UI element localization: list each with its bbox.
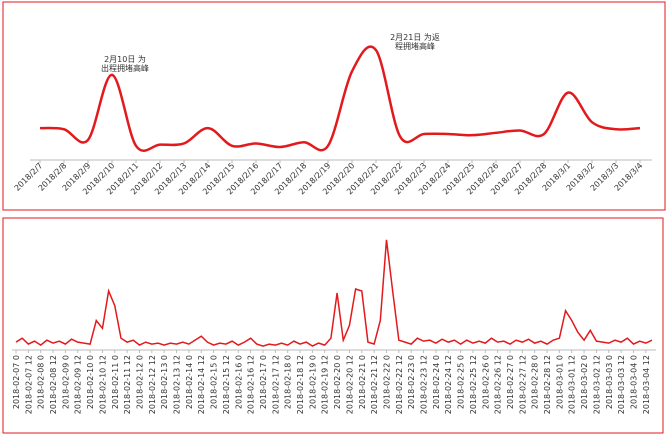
x-tick-label: 2018-02-13 0 [160,355,169,409]
x-tick-label: 2018-02-14 0 [185,355,194,409]
x-tick-label: 2018-02-23 0 [407,355,416,409]
x-tick-label: 2018-02-17 0 [259,355,268,409]
x-tick-label: 2018-02-14 12 [197,355,206,414]
x-tick-label: 2018-02-10 12 [98,355,107,414]
x-tick-label: 2018-02-26 0 [481,355,490,409]
x-tick-label: 2018-02-13 12 [173,355,182,414]
x-tick-label: 2018-02-07 12 [24,355,33,414]
x-tick-label: 2018-02-12 0 [135,355,144,409]
x-tick-label: 2018-03-01 12 [568,355,577,414]
x-tick-label: 2018-02-21 12 [370,355,379,414]
x-tick-label: 2018-02-18 0 [284,355,293,409]
x-tick-label: 2018-03-03 0 [605,355,614,409]
x-tick-label: 2018-02-25 0 [457,355,466,409]
frame-bottom [2,217,664,434]
x-tick-label: 2018-02-21 0 [358,355,367,409]
annotation: 2月21日 为返 [390,32,440,42]
x-tick-label: 2018-02-27 0 [506,355,515,409]
x-tick-label: 2018-02-22 0 [382,355,391,409]
x-tick-label: 2018-02-10 0 [86,355,95,409]
x-tick-label: 2018-02-16 12 [247,355,256,414]
x-tick-label: 2018-02-27 12 [518,355,527,414]
series-line [39,45,641,152]
x-tick-label: 2018-02-11 0 [111,355,120,409]
x-tick-label: 2018-02-12 12 [148,355,157,414]
x-tick-label: 2018-03-02 0 [580,355,589,409]
x-tick-label: 2018-03-03 12 [617,355,626,414]
frame-top [2,1,666,211]
x-tick-label: 2018-02-15 0 [210,355,219,409]
x-tick-label: 2018-03-04 12 [642,355,651,414]
x-tick-label: 2018-02-08 0 [37,355,46,409]
x-tick-label: 2018-02-07 0 [12,355,21,409]
x-tick-label: 2018-02-28 0 [531,355,540,409]
x-tick-label: 2018-02-20 12 [345,355,354,414]
x-tick-label: 2018-02-22 12 [395,355,404,414]
x-tick-label: 2018-02-19 12 [321,355,330,414]
x-tick-label: 2018-02-24 12 [444,355,453,414]
x-tick-label: 2018-03-02 12 [592,355,601,414]
x-tick-label: 2018-02-25 12 [469,355,478,414]
x-tick-label: 2018-02-15 12 [222,355,231,414]
annotation: 出程拥堵高峰 [101,63,149,73]
annotation: 2月10日 为 [104,54,146,64]
x-tick-label: 2018-02-19 0 [308,355,317,409]
x-tick-label: 2018-02-18 12 [296,355,305,414]
x-tick-label: 2018-03-04 0 [629,355,638,409]
annotation: 程拥堵高峰 [395,41,435,51]
x-tick-label: 2018-02-26 12 [494,355,503,414]
x-tick-label: 2018-02-17 12 [271,355,280,414]
x-tick-label: 2018-02-20 0 [333,355,342,409]
x-tick-label: 2018-02-24 0 [432,355,441,409]
series-line [15,239,653,347]
x-tick-label: 2018-02-11 12 [123,355,132,414]
x-tick-label: 2018-02-09 12 [74,355,83,414]
x-tick-label: 2018-02-16 0 [234,355,243,409]
x-tick-label: 2018-03-01 0 [555,355,564,409]
x-tick-label: 2018-02-23 12 [420,355,429,414]
x-tick-label: 2018-02-08 12 [49,355,58,414]
x-tick-label: 2018-02-28 12 [543,355,552,414]
x-tick-label: 2018-02-09 0 [61,355,70,409]
